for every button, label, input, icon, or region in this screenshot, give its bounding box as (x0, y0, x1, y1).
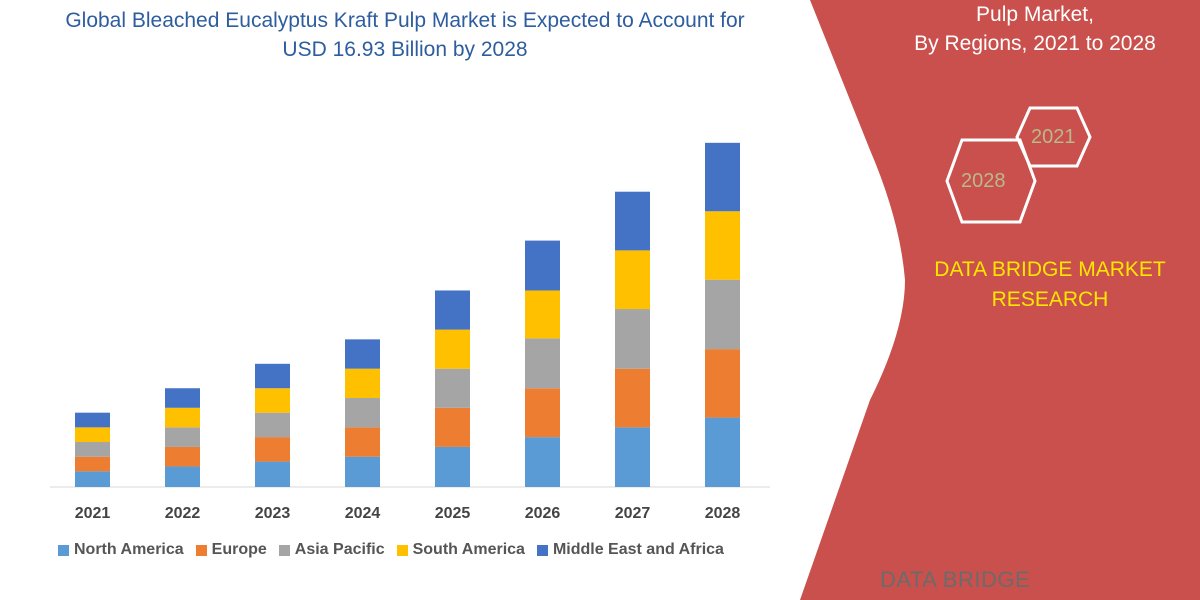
logo-text: DATA BRIDGE (880, 567, 1031, 592)
bar-2021-asia-pacific (75, 442, 110, 457)
bar-2026-south-america (525, 290, 560, 339)
bar-2021-north-america (75, 471, 110, 487)
bar-2027-middle-east-and-africa (615, 191, 650, 251)
legend-item: Asia Pacific (278, 541, 385, 559)
hex-2021 (1015, 106, 1092, 168)
side-title-line2: By Regions, 2021 to 2028 (914, 32, 1156, 55)
bar-2027-europe (615, 368, 650, 428)
bar-2027-south-america (615, 250, 650, 310)
legend-label: South America (412, 541, 525, 558)
bar-2021-middle-east-and-africa (75, 412, 110, 428)
legend-label: North America (74, 541, 184, 558)
hex-2028 (945, 138, 1037, 224)
bar-2023-asia-pacific (255, 412, 290, 438)
legend-label: Middle East and Africa (552, 541, 724, 558)
bar-2022-europe (165, 446, 200, 467)
hex-label-2028: 2028 (961, 170, 1006, 192)
bar-2028-asia-pacific (705, 279, 740, 350)
bar-2026-europe (525, 388, 560, 438)
x-tick-label: 2021 (75, 505, 111, 522)
bar-2025-asia-pacific (435, 368, 470, 408)
bar-2024-south-america (345, 368, 380, 399)
legend-swatch (195, 544, 207, 556)
chart-title: Global Bleached Eucalyptus Kraft Pulp Ma… (65, 9, 745, 61)
legend-item: North America (58, 541, 184, 559)
bar-2022-middle-east-and-africa (165, 388, 200, 408)
bar-2028-europe (705, 349, 740, 418)
bar-2027-north-america (615, 427, 650, 487)
bar-2026-north-america (525, 437, 560, 487)
bar-2024-middle-east-and-africa (345, 339, 380, 369)
bar-2021-south-america (75, 427, 110, 443)
bar-2028-north-america (705, 417, 740, 487)
legend-swatch (536, 544, 548, 556)
x-tick-label: 2023 (255, 505, 291, 522)
bar-2026-middle-east-and-africa (525, 240, 560, 291)
bar-2022-north-america (165, 466, 200, 487)
x-tick-label: 2024 (345, 505, 381, 522)
legend: North America Europe Asia Pacific South Ame… (58, 541, 724, 559)
legend-item: Europe (195, 541, 267, 559)
bar-2022-south-america (165, 407, 200, 428)
bar-2025-north-america (435, 446, 470, 487)
bar-2024-asia-pacific (345, 398, 380, 428)
legend-item: Middle East and Africa (536, 541, 724, 559)
legend-swatch (396, 544, 408, 556)
bar-2023-south-america (255, 388, 290, 413)
x-tick-label: 2028 (705, 505, 741, 522)
legend-item: South America (396, 541, 525, 559)
legend-label: Asia Pacific (294, 541, 385, 558)
x-tick-label: 2022 (165, 505, 201, 522)
bar-2025-middle-east-and-africa (435, 290, 470, 330)
bar-2028-south-america (705, 211, 740, 280)
bar-2028-middle-east-and-africa (705, 142, 740, 212)
side-title-line1: Pulp Market, (976, 3, 1094, 26)
legend-swatch (278, 544, 290, 556)
bar-2023-europe (255, 437, 290, 462)
legend-swatch (58, 544, 69, 556)
legend-label: Europe (211, 541, 267, 558)
bar-2024-north-america (345, 456, 380, 487)
bar-2023-north-america (255, 461, 290, 487)
hex-label-2021: 2021 (1031, 126, 1076, 148)
bar-2025-south-america (435, 329, 470, 369)
stacked-bar-chart: 2021 2022 2023 2024 2025 2026 2027 2028 (50, 142, 770, 522)
bar-2022-asia-pacific (165, 427, 200, 447)
side-title: Pulp Market, By Regions, 2021 to 2028 (850, 0, 1200, 58)
x-tick-label: 2025 (435, 505, 471, 522)
brand-text: DATA BRIDGE MARKET RESEARCH (934, 258, 1166, 311)
bar-2024-europe (345, 427, 380, 457)
bar-2027-asia-pacific (615, 309, 650, 369)
bar-2023-middle-east-and-africa (255, 363, 290, 389)
bar-2025-europe (435, 407, 470, 447)
x-tick-label: 2026 (525, 505, 561, 522)
x-tick-label: 2027 (615, 505, 651, 522)
bar-2021-europe (75, 456, 110, 472)
bar-2026-asia-pacific (525, 338, 560, 389)
